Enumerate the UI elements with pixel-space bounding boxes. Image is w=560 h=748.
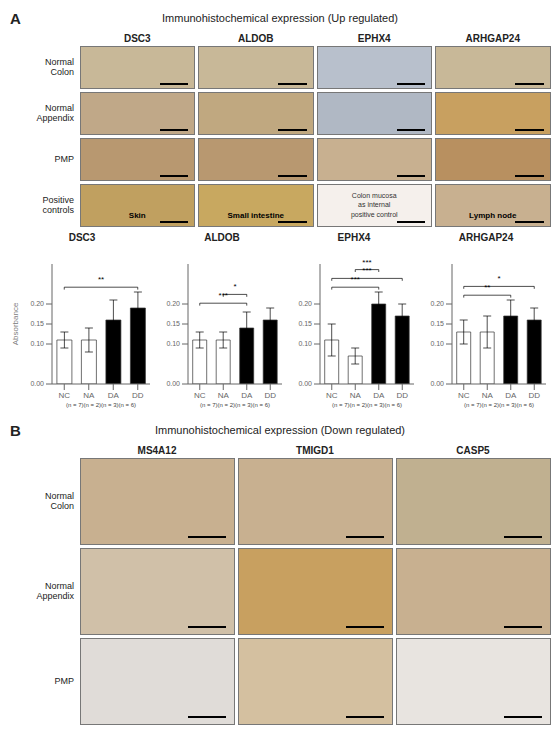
html-text:CASP5: CASP5 bbox=[456, 445, 490, 456]
html-text:DSC3: DSC3 bbox=[68, 232, 96, 243]
svg-text:DA: DA bbox=[108, 391, 120, 400]
svg-text:*: * bbox=[233, 282, 236, 291]
html-text:ARHGAP24: ARHGAP24 bbox=[458, 232, 514, 243]
svg-text:***: *** bbox=[351, 275, 360, 284]
html-text:Colon mucosa as internal posit: Colon mucosa as internal positive contro… bbox=[350, 192, 398, 218]
html-text:A: A bbox=[10, 9, 21, 27]
svg-text:***: *** bbox=[362, 266, 371, 275]
html-text:TMIGD1: TMIGD1 bbox=[296, 445, 334, 456]
svg-text:**: ** bbox=[98, 275, 104, 284]
svg-text:0.10: 0.10 bbox=[298, 340, 312, 347]
svg-text:DD: DD bbox=[132, 391, 144, 400]
html-text:ALDOB: ALDOB bbox=[204, 232, 240, 243]
svg-text:DD: DD bbox=[396, 391, 408, 400]
html-text:Lymph node: Lymph node bbox=[469, 210, 517, 220]
svg-text:(n = 7)(n = 2)(n = 3)(n = 6): (n = 7)(n = 2)(n = 3)(n = 6) bbox=[464, 402, 534, 408]
svg-text:(n = 7)(n = 2)(n = 3)(n = 6): (n = 7)(n = 2)(n = 3)(n = 6) bbox=[332, 402, 402, 408]
html-text:Normal Colon: Normal Colon bbox=[45, 491, 74, 511]
html-text:Skin: Skin bbox=[128, 210, 146, 220]
svg-text:(n = 7)(n = 2)(n = 3)(n = 6): (n = 7)(n = 2)(n = 3)(n = 6) bbox=[200, 402, 270, 408]
html-text:ALDOB: ALDOB bbox=[238, 33, 274, 44]
svg-text:NA: NA bbox=[350, 391, 362, 400]
svg-text:DA: DA bbox=[373, 391, 385, 400]
html-text:PMP: PMP bbox=[54, 676, 74, 686]
svg-text:0.20: 0.20 bbox=[298, 300, 312, 307]
html-text:Normal Appendix: Normal Appendix bbox=[36, 581, 74, 601]
svg-text:NC: NC bbox=[194, 391, 206, 400]
svg-text:NA: NA bbox=[83, 391, 95, 400]
html-text:EPHX4: EPHX4 bbox=[337, 232, 371, 243]
html-text:Small intestine: Small intestine bbox=[227, 210, 284, 220]
svg-text:DA: DA bbox=[241, 391, 253, 400]
svg-text:0.00: 0.00 bbox=[166, 380, 180, 387]
svg-text:0.15: 0.15 bbox=[298, 320, 312, 327]
html-text:Positive controls: Positive controls bbox=[42, 195, 74, 215]
svg-text:NA: NA bbox=[218, 391, 230, 400]
svg-text:0.10: 0.10 bbox=[430, 340, 444, 347]
svg-text:NC: NC bbox=[458, 391, 470, 400]
svg-text:NC: NC bbox=[58, 391, 70, 400]
svg-text:(n = 7)(n = 2)(n = 3)(n = 6): (n = 7)(n = 2)(n = 3)(n = 6) bbox=[66, 402, 136, 408]
svg-text:Absorbance: Absorbance bbox=[11, 302, 20, 345]
svg-text:DD: DD bbox=[264, 391, 276, 400]
html-text:PMP: PMP bbox=[54, 154, 74, 164]
svg-text:0.20: 0.20 bbox=[430, 300, 444, 307]
svg-text:NC: NC bbox=[326, 391, 338, 400]
html-text:ARHGAP24: ARHGAP24 bbox=[465, 33, 520, 44]
svg-text:0.20: 0.20 bbox=[30, 300, 44, 307]
html-text:Normal Colon: Normal Colon bbox=[45, 57, 74, 77]
svg-text:DA: DA bbox=[505, 391, 517, 400]
svg-text:***: *** bbox=[362, 258, 371, 267]
html-text:Normal Appendix: Normal Appendix bbox=[36, 103, 74, 123]
html-text:MS4A12: MS4A12 bbox=[137, 445, 177, 456]
html-text:EPHX4: EPHX4 bbox=[357, 33, 391, 44]
svg-text:0.20: 0.20 bbox=[166, 300, 180, 307]
svg-text:*: * bbox=[497, 274, 500, 283]
svg-text:***: *** bbox=[219, 291, 228, 300]
svg-text:NA: NA bbox=[482, 391, 494, 400]
svg-text:DD: DD bbox=[528, 391, 540, 400]
svg-text:0.10: 0.10 bbox=[166, 340, 180, 347]
svg-text:0.15: 0.15 bbox=[430, 320, 444, 327]
svg-text:**: ** bbox=[484, 283, 490, 292]
html-text:B: B bbox=[10, 421, 21, 439]
svg-text:0.00: 0.00 bbox=[298, 380, 312, 387]
svg-text:0.10: 0.10 bbox=[30, 340, 44, 347]
html-text:Immunohistochemical expression: Immunohistochemical expression (Down reg… bbox=[155, 424, 405, 436]
html-text:Immunohistochemical expression: Immunohistochemical expression (Up regul… bbox=[162, 12, 398, 24]
svg-text:0.15: 0.15 bbox=[166, 320, 180, 327]
svg-text:0.15: 0.15 bbox=[30, 320, 44, 327]
svg-text:0.00: 0.00 bbox=[430, 380, 444, 387]
svg-text:0.00: 0.00 bbox=[30, 380, 44, 387]
html-text:DSC3: DSC3 bbox=[123, 33, 151, 44]
